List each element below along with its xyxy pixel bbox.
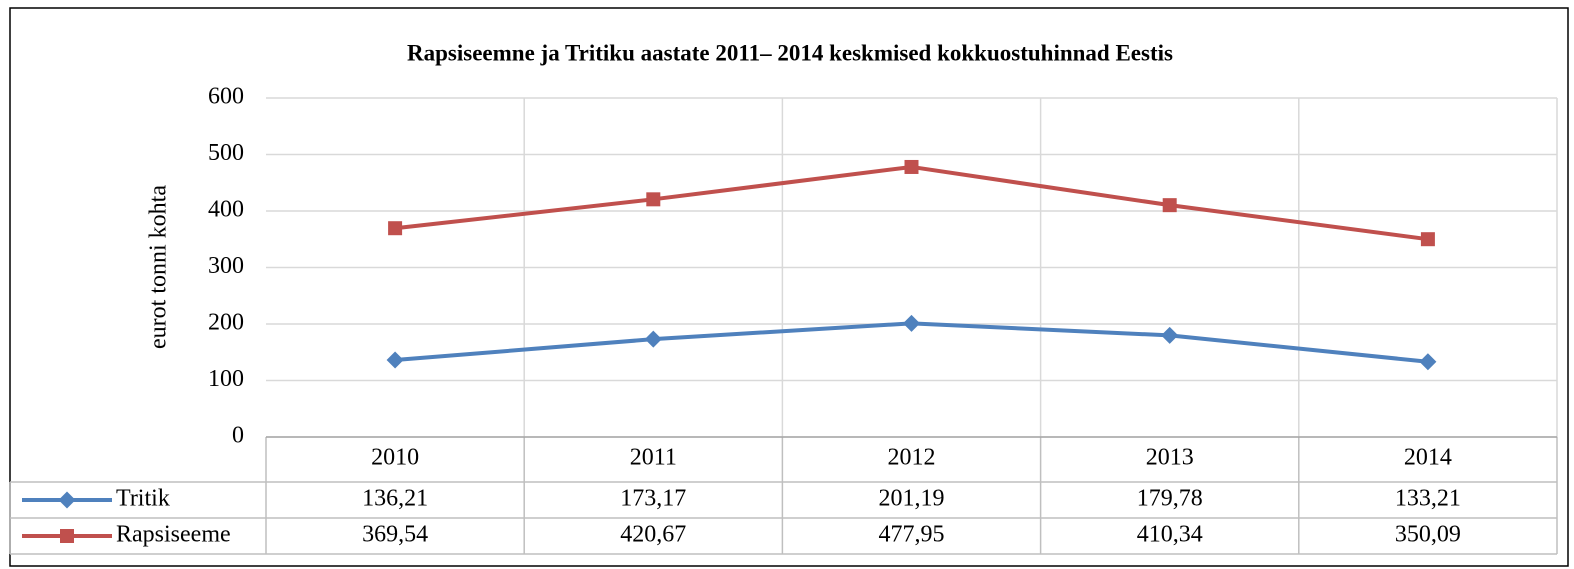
table-value: 369,54: [362, 522, 428, 548]
y-tick-label: 200: [208, 310, 244, 336]
y-tick-label: 600: [208, 84, 244, 110]
table-value: 173,17: [620, 486, 686, 512]
y-axis-label: eurot tonni kohta: [146, 185, 172, 349]
chart-title: Rapsiseemne ja Tritiku aastate 2011– 201…: [407, 40, 1173, 65]
table-value: 136,21: [362, 486, 428, 512]
chart-frame: [9, 7, 1569, 567]
marker: [903, 314, 920, 332]
marker: [58, 491, 76, 509]
x-tick-label: 2013: [1146, 445, 1194, 471]
legend-label: Tritik: [116, 486, 170, 512]
table-value: 201,19: [879, 486, 945, 512]
marker: [904, 159, 919, 174]
x-tick-label: 2014: [1404, 445, 1452, 471]
table-value: 133,21: [1395, 486, 1461, 512]
marker: [646, 192, 661, 207]
y-tick-label: 500: [208, 140, 244, 166]
y-tick-label: 0: [232, 423, 244, 449]
x-tick-label: 2010: [371, 445, 419, 471]
marker: [1420, 232, 1435, 247]
table-value: 179,78: [1137, 486, 1203, 512]
marker: [644, 330, 662, 348]
table-value: 410,34: [1137, 522, 1203, 548]
legend-label: Rapsiseeme: [116, 522, 231, 548]
table-value: 350,09: [1395, 522, 1461, 548]
x-tick-label: 2012: [888, 445, 936, 471]
marker: [1162, 198, 1177, 213]
marker: [1161, 326, 1179, 344]
y-tick-label: 400: [208, 197, 244, 223]
y-tick-label: 100: [208, 366, 244, 392]
marker: [60, 529, 74, 543]
table-value: 420,67: [620, 522, 686, 548]
table-value: 477,95: [879, 522, 945, 548]
y-tick-label: 300: [208, 253, 244, 279]
x-tick-label: 2011: [630, 445, 677, 471]
marker: [1419, 353, 1437, 371]
marker: [388, 221, 403, 236]
marker: [386, 351, 404, 369]
